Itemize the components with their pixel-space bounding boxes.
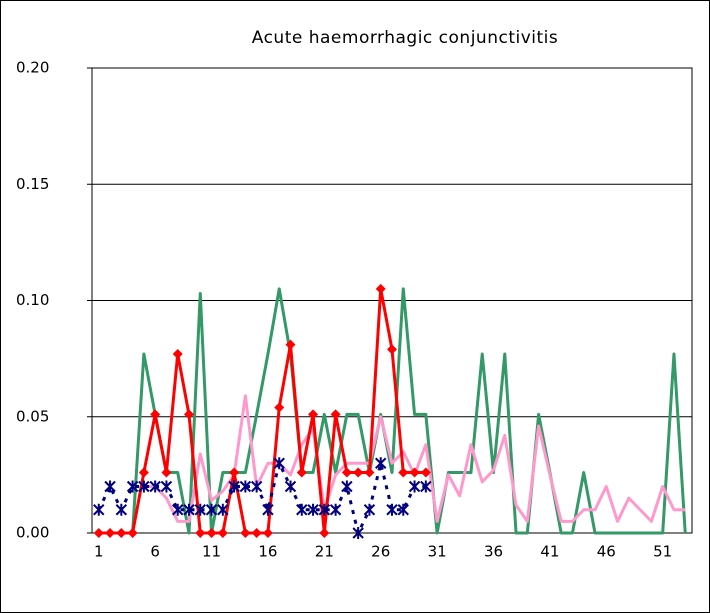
point-marker	[195, 528, 206, 538]
point-marker	[205, 503, 218, 516]
point-marker	[206, 528, 217, 538]
point-marker	[363, 503, 376, 516]
point-marker	[330, 409, 341, 420]
point-marker	[284, 480, 297, 493]
x-tick-label: 31	[428, 543, 447, 561]
point-marker	[138, 467, 149, 478]
point-marker	[228, 480, 240, 493]
point-marker	[387, 344, 397, 355]
point-marker	[307, 503, 319, 516]
point-marker	[149, 480, 161, 493]
point-marker	[397, 503, 409, 516]
point-marker	[172, 348, 183, 359]
point-marker	[420, 480, 432, 493]
point-marker	[93, 528, 104, 538]
point-marker	[239, 480, 252, 493]
point-marker	[375, 457, 387, 470]
point-marker	[364, 467, 375, 478]
point-marker	[273, 457, 285, 470]
x-tick-label: 21	[315, 543, 334, 561]
point-marker	[375, 283, 386, 294]
point-marker	[172, 503, 184, 516]
point-marker	[250, 480, 263, 493]
y-tick-label: 0.00	[16, 524, 49, 542]
point-marker	[386, 503, 398, 516]
x-tick-label: 11	[202, 543, 221, 561]
y-tick-label: 0.15	[16, 175, 49, 193]
series	[98, 287, 687, 535]
point-marker	[262, 503, 274, 516]
series	[93, 457, 432, 539]
x-tick-label: 16	[258, 543, 277, 561]
point-marker	[115, 503, 128, 516]
point-marker	[262, 528, 273, 538]
x-tick-label: 26	[371, 543, 390, 561]
point-marker	[126, 480, 139, 493]
x-tick-label: 1	[94, 543, 104, 561]
x-tick-label: 41	[540, 543, 559, 561]
point-marker	[409, 467, 420, 478]
series-line	[98, 287, 426, 535]
point-marker	[352, 527, 364, 539]
point-marker	[150, 409, 161, 420]
point-marker	[408, 480, 421, 493]
series-line	[97, 461, 426, 535]
series-line	[98, 287, 687, 535]
point-marker	[116, 528, 127, 538]
point-marker	[420, 467, 431, 478]
point-marker	[194, 503, 206, 516]
point-marker	[341, 480, 353, 493]
point-marker	[217, 528, 228, 538]
point-marker	[318, 503, 331, 516]
point-marker	[183, 503, 195, 516]
point-marker	[160, 480, 173, 493]
point-marker	[319, 528, 330, 538]
point-marker	[285, 339, 296, 350]
point-marker	[308, 409, 319, 420]
x-tick-label: 51	[653, 543, 672, 561]
point-marker	[296, 503, 308, 516]
point-marker	[161, 467, 172, 478]
x-tick-label: 36	[484, 543, 503, 561]
point-marker	[127, 528, 138, 538]
x-tick-label: 6	[150, 543, 160, 561]
point-marker	[104, 480, 116, 493]
point-marker	[138, 480, 150, 493]
point-marker	[274, 402, 285, 413]
point-marker	[229, 467, 240, 478]
chart-title: Acute haemorrhagic conjunctivitis	[252, 28, 559, 48]
point-marker	[105, 528, 116, 538]
point-marker	[296, 467, 307, 478]
point-marker	[217, 503, 229, 516]
y-tick-label: 0.05	[16, 407, 49, 425]
x-tick-label: 46	[597, 543, 616, 561]
point-marker	[240, 528, 251, 538]
point-marker	[93, 503, 105, 516]
point-marker	[329, 503, 342, 516]
series	[93, 283, 431, 538]
point-marker	[341, 467, 352, 478]
y-tick-label: 0.20	[16, 59, 49, 77]
point-marker	[398, 467, 409, 478]
y-tick-label: 0.10	[16, 291, 49, 309]
point-marker	[183, 409, 194, 420]
point-marker	[353, 467, 364, 478]
point-marker	[251, 528, 262, 538]
